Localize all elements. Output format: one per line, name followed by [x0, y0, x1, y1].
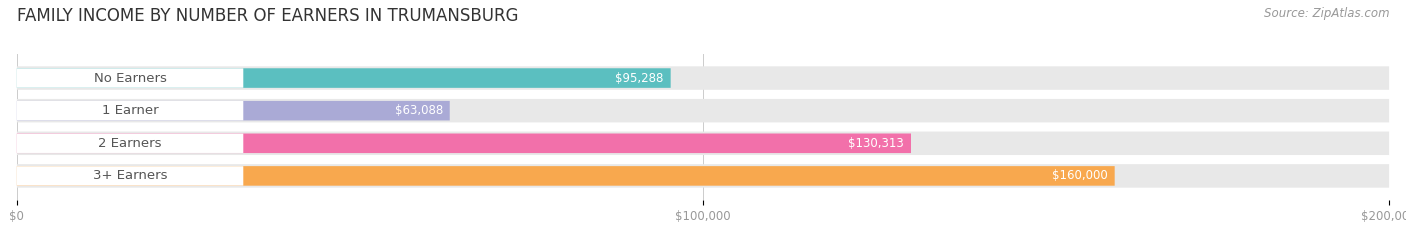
FancyBboxPatch shape: [17, 101, 243, 120]
FancyBboxPatch shape: [17, 134, 243, 153]
FancyBboxPatch shape: [17, 132, 1389, 155]
FancyBboxPatch shape: [17, 166, 243, 186]
FancyBboxPatch shape: [17, 166, 1115, 186]
Text: $160,000: $160,000: [1052, 169, 1108, 182]
FancyBboxPatch shape: [17, 134, 911, 153]
Text: No Earners: No Earners: [94, 72, 166, 85]
Text: FAMILY INCOME BY NUMBER OF EARNERS IN TRUMANSBURG: FAMILY INCOME BY NUMBER OF EARNERS IN TR…: [17, 7, 519, 25]
Text: 1 Earner: 1 Earner: [101, 104, 159, 117]
FancyBboxPatch shape: [17, 68, 671, 88]
Text: $130,313: $130,313: [848, 137, 904, 150]
FancyBboxPatch shape: [17, 66, 1389, 90]
FancyBboxPatch shape: [17, 99, 1389, 122]
FancyBboxPatch shape: [17, 68, 243, 88]
Text: $95,288: $95,288: [616, 72, 664, 85]
Text: $63,088: $63,088: [395, 104, 443, 117]
Text: 3+ Earners: 3+ Earners: [93, 169, 167, 182]
Text: 2 Earners: 2 Earners: [98, 137, 162, 150]
FancyBboxPatch shape: [17, 164, 1389, 188]
Text: Source: ZipAtlas.com: Source: ZipAtlas.com: [1264, 7, 1389, 20]
FancyBboxPatch shape: [17, 101, 450, 120]
